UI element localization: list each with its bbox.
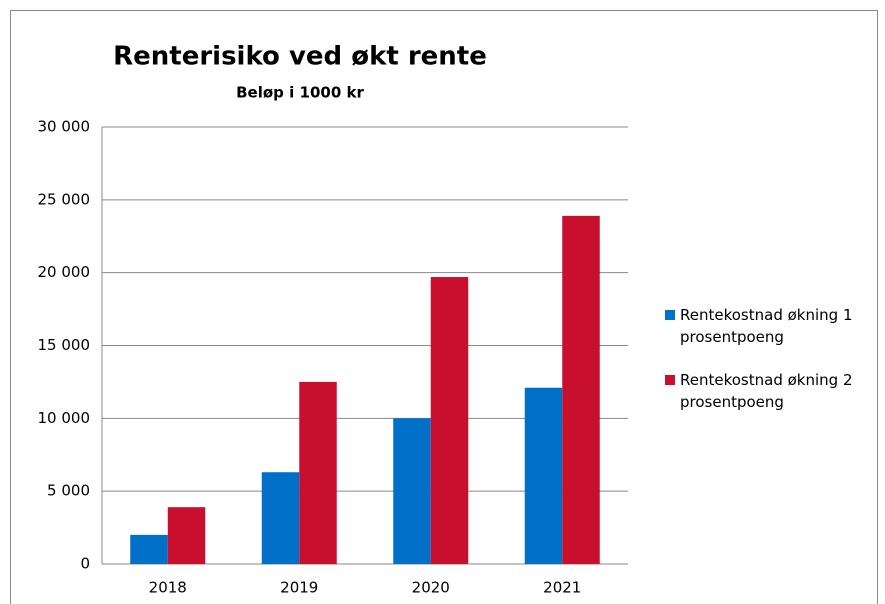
y-tick-label: 20 000 [38,263,91,281]
bar [261,472,300,564]
bar [430,277,469,564]
y-tick-label: 15 000 [38,336,91,354]
y-tick-label: 25 000 [38,190,91,208]
legend: Rentekostnad økning 1 prosentpoeng Rentek… [665,304,880,434]
bar [299,381,337,564]
bar [524,387,563,564]
legend-label: Rentekostnad økning 1 prosentpoeng [680,306,853,346]
y-tick-label: 0 [80,555,90,573]
chart-border [10,10,878,604]
bar [393,418,431,564]
x-tick-label: 2018 [149,579,187,597]
y-tick-label: 10 000 [38,409,91,427]
y-tick-label: 30 000 [38,118,91,136]
legend-swatch [665,310,675,320]
bar [167,507,206,564]
legend-item: Rentekostnad økning 1 prosentpoeng [665,304,880,348]
bar [130,534,168,564]
x-tick-label: 2019 [280,579,318,597]
x-tick-label: 2020 [412,579,450,597]
legend-item: Rentekostnad økning 2 prosentpoeng [665,369,880,413]
x-tick-label: 2021 [543,579,581,597]
legend-label: Rentekostnad økning 2 prosentpoeng [680,371,853,411]
y-tick-label: 5 000 [47,482,90,500]
legend-swatch [665,375,675,385]
chart-title: Renterisiko ved økt rente [113,42,487,72]
bar [562,215,600,564]
chart-subtitle: Beløp i 1000 kr [236,84,364,102]
